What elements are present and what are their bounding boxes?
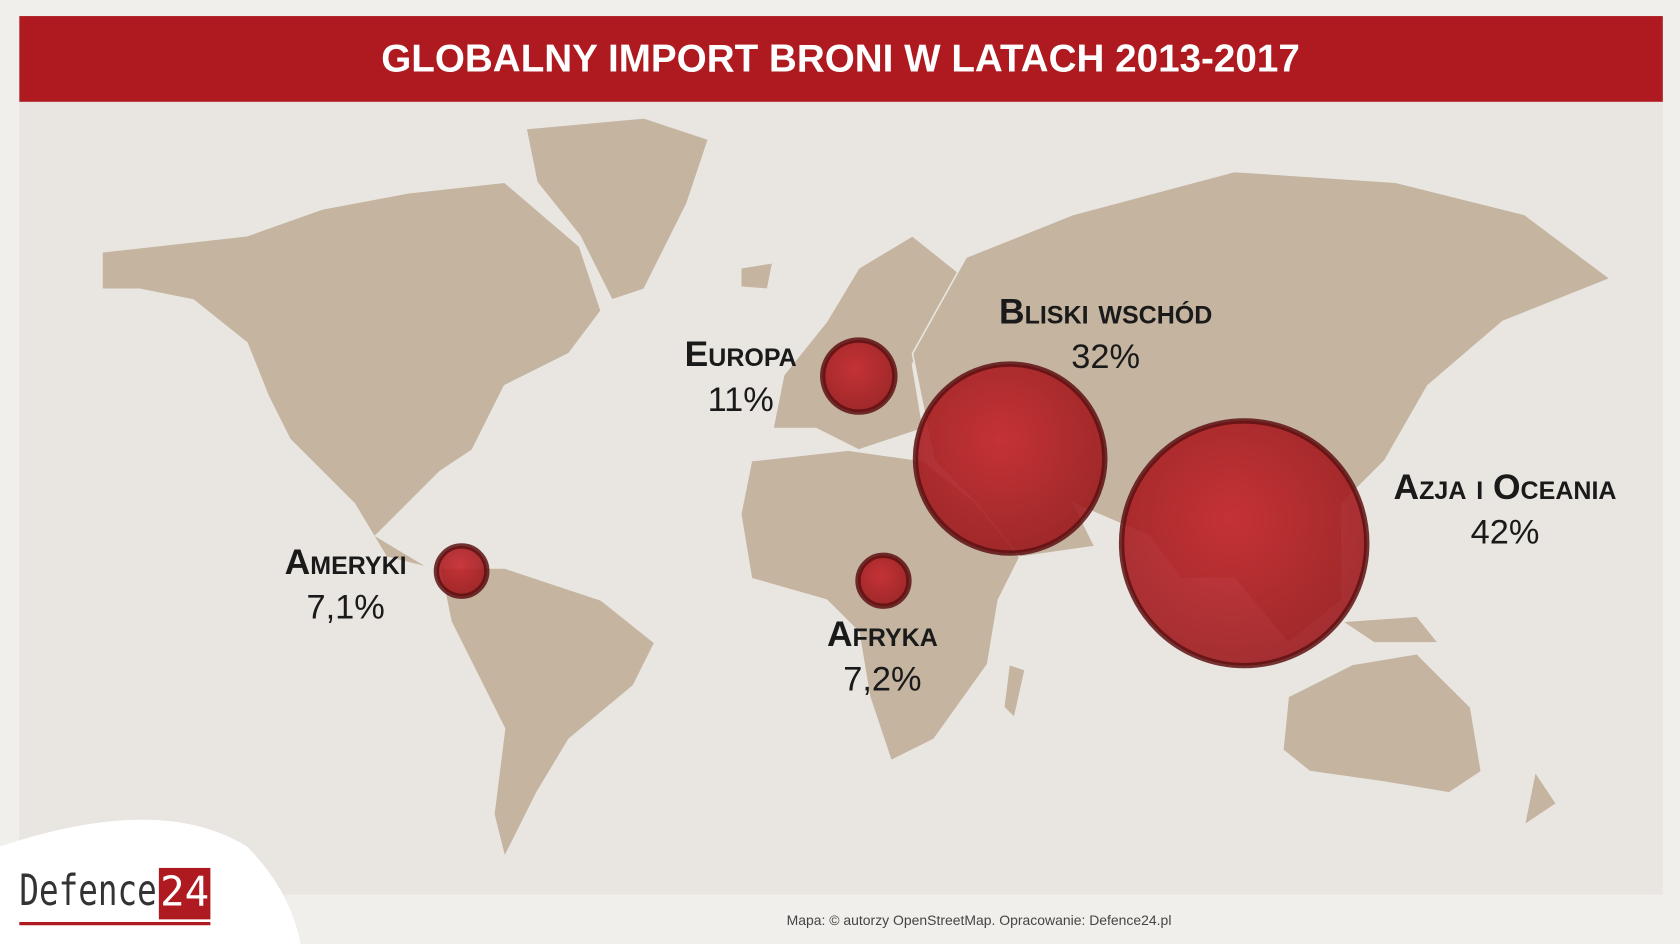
value-label: 11% <box>708 381 774 419</box>
region-name: Bliski wschód <box>999 292 1212 331</box>
bubble <box>912 361 1108 556</box>
value-label: 7,1% <box>307 589 385 627</box>
value-label: 32% <box>1071 338 1140 376</box>
logo-number: 24 <box>160 868 209 916</box>
logo-corner <box>0 819 301 944</box>
title: GLOBALNY IMPORT BRONI W LATACH 2013-2017 <box>381 37 1300 80</box>
value-label: 42% <box>1471 514 1540 552</box>
logo-text: Defence <box>19 866 156 916</box>
logo-box <box>158 867 211 920</box>
bubble <box>1118 418 1370 669</box>
region-name: Azja i Oceania <box>1394 468 1617 507</box>
region-name: Afryka <box>827 615 938 654</box>
bubble <box>820 337 898 415</box>
header-bar <box>19 16 1663 102</box>
value-label: 7,2% <box>843 661 921 699</box>
bubble <box>433 543 490 599</box>
land <box>101 117 1612 860</box>
bubble <box>855 552 912 609</box>
region-name: Europa <box>685 335 797 374</box>
credit: Mapa: © autorzy OpenStreetMap. Opracowan… <box>787 912 1172 928</box>
region-name: Ameryki <box>285 543 407 582</box>
